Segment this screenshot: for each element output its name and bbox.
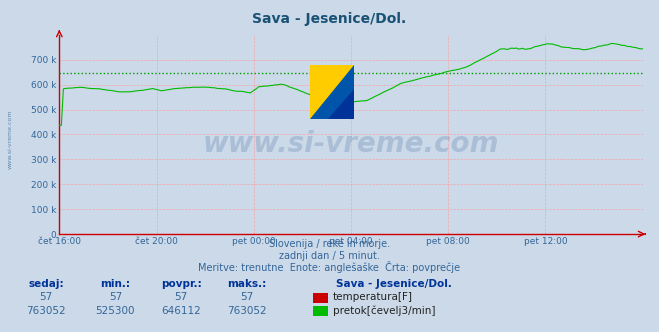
Text: Meritve: trenutne  Enote: anglešaške  Črta: povprečje: Meritve: trenutne Enote: anglešaške Črta… [198, 261, 461, 273]
Polygon shape [328, 89, 354, 119]
Text: 57: 57 [175, 292, 188, 302]
Text: Sava - Jesenice/Dol.: Sava - Jesenice/Dol. [252, 12, 407, 26]
Text: 763052: 763052 [227, 306, 267, 316]
Text: Slovenija / reke in morje.: Slovenija / reke in morje. [269, 239, 390, 249]
Text: www.si-vreme.com: www.si-vreme.com [8, 110, 13, 169]
Text: 57: 57 [241, 292, 254, 302]
Polygon shape [310, 65, 354, 119]
Text: 57: 57 [109, 292, 122, 302]
Text: 646112: 646112 [161, 306, 201, 316]
Text: 57: 57 [40, 292, 53, 302]
Polygon shape [310, 65, 354, 119]
Text: sedaj:: sedaj: [28, 279, 64, 289]
Text: www.si-vreme.com: www.si-vreme.com [203, 130, 499, 158]
Text: maks.:: maks.: [227, 279, 267, 289]
Text: 763052: 763052 [26, 306, 66, 316]
Text: min.:: min.: [100, 279, 130, 289]
Text: povpr.:: povpr.: [161, 279, 202, 289]
Text: 525300: 525300 [96, 306, 135, 316]
Text: zadnji dan / 5 minut.: zadnji dan / 5 minut. [279, 251, 380, 261]
Text: Sava - Jesenice/Dol.: Sava - Jesenice/Dol. [336, 279, 452, 289]
Text: temperatura[F]: temperatura[F] [333, 292, 413, 302]
Text: pretok[čevelj3/min]: pretok[čevelj3/min] [333, 305, 436, 316]
